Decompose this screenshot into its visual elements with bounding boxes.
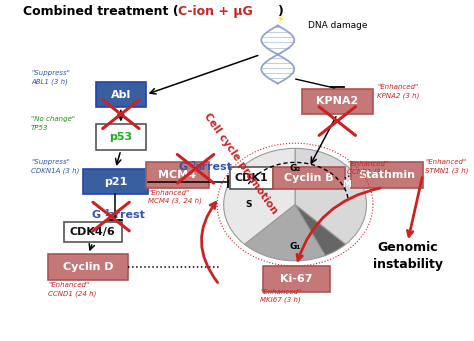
Text: G: G xyxy=(91,210,101,220)
Text: "Enhanced": "Enhanced" xyxy=(148,190,189,196)
FancyBboxPatch shape xyxy=(64,222,122,242)
Text: G₁: G₁ xyxy=(290,242,301,251)
Text: "Enhanced": "Enhanced" xyxy=(347,161,388,167)
FancyBboxPatch shape xyxy=(230,167,273,189)
FancyBboxPatch shape xyxy=(48,254,128,280)
Text: Cyclin D: Cyclin D xyxy=(63,262,114,272)
FancyBboxPatch shape xyxy=(351,162,423,188)
Text: MCM4 (3, 24 h): MCM4 (3, 24 h) xyxy=(148,198,202,205)
Text: KPNA2 (3 h): KPNA2 (3 h) xyxy=(377,92,419,99)
Text: CDK1: CDK1 xyxy=(235,173,269,183)
Text: MCM4: MCM4 xyxy=(158,170,196,180)
Text: Abl: Abl xyxy=(111,90,131,100)
FancyBboxPatch shape xyxy=(146,162,209,188)
Wedge shape xyxy=(295,148,366,244)
Text: DNA damage: DNA damage xyxy=(308,21,367,30)
Text: "No change": "No change" xyxy=(31,116,75,122)
Text: CCND1 (24 h): CCND1 (24 h) xyxy=(48,290,97,297)
Text: "Enhanced": "Enhanced" xyxy=(425,159,466,165)
Text: MKI67 (3 h): MKI67 (3 h) xyxy=(260,297,301,303)
Text: Stathmin: Stathmin xyxy=(358,170,416,180)
FancyBboxPatch shape xyxy=(273,167,345,189)
Text: 2: 2 xyxy=(191,162,196,170)
Text: STMN1 (3 h): STMN1 (3 h) xyxy=(425,167,468,174)
Text: G₂: G₂ xyxy=(290,164,301,173)
Text: "Enhanced": "Enhanced" xyxy=(377,84,419,90)
Text: instability: instability xyxy=(373,258,443,271)
Text: KPNA2: KPNA2 xyxy=(316,97,358,106)
Text: 1: 1 xyxy=(104,209,109,218)
FancyBboxPatch shape xyxy=(96,124,146,150)
FancyBboxPatch shape xyxy=(263,266,330,292)
Text: CDKN1A (3 h): CDKN1A (3 h) xyxy=(31,167,80,174)
Text: TP53: TP53 xyxy=(31,125,48,131)
Text: Ki-67: Ki-67 xyxy=(280,274,312,284)
FancyBboxPatch shape xyxy=(83,169,148,194)
Wedge shape xyxy=(224,148,295,244)
Text: Combined treatment (: Combined treatment ( xyxy=(23,5,178,18)
Text: arrest: arrest xyxy=(108,210,146,220)
Text: Cell cycle promotion: Cell cycle promotion xyxy=(202,112,280,216)
Text: G: G xyxy=(178,162,187,172)
Text: C-ion + μG: C-ion + μG xyxy=(178,5,253,18)
Text: M: M xyxy=(342,180,351,189)
Text: p53: p53 xyxy=(109,132,132,142)
Text: "Enhanced": "Enhanced" xyxy=(48,282,90,288)
Text: ⚡: ⚡ xyxy=(276,16,284,26)
Text: Genomic: Genomic xyxy=(377,241,438,254)
FancyBboxPatch shape xyxy=(301,89,373,114)
Text: S: S xyxy=(246,200,252,209)
Text: "Enhanced": "Enhanced" xyxy=(260,288,302,295)
Wedge shape xyxy=(245,205,325,261)
Text: ABL1 (3 h): ABL1 (3 h) xyxy=(31,78,68,85)
Text: Cyclin B: Cyclin B xyxy=(284,173,334,183)
Text: arrest: arrest xyxy=(194,162,232,172)
Text: CCNB1 (3 h): CCNB1 (3 h) xyxy=(347,169,390,176)
Text: ): ) xyxy=(278,5,283,18)
Text: "Suppress": "Suppress" xyxy=(31,70,70,76)
Text: p21: p21 xyxy=(104,177,127,187)
Text: CDK4/6: CDK4/6 xyxy=(70,227,116,237)
FancyBboxPatch shape xyxy=(96,82,146,107)
Text: "Suppress": "Suppress" xyxy=(31,159,70,165)
Wedge shape xyxy=(295,205,346,256)
